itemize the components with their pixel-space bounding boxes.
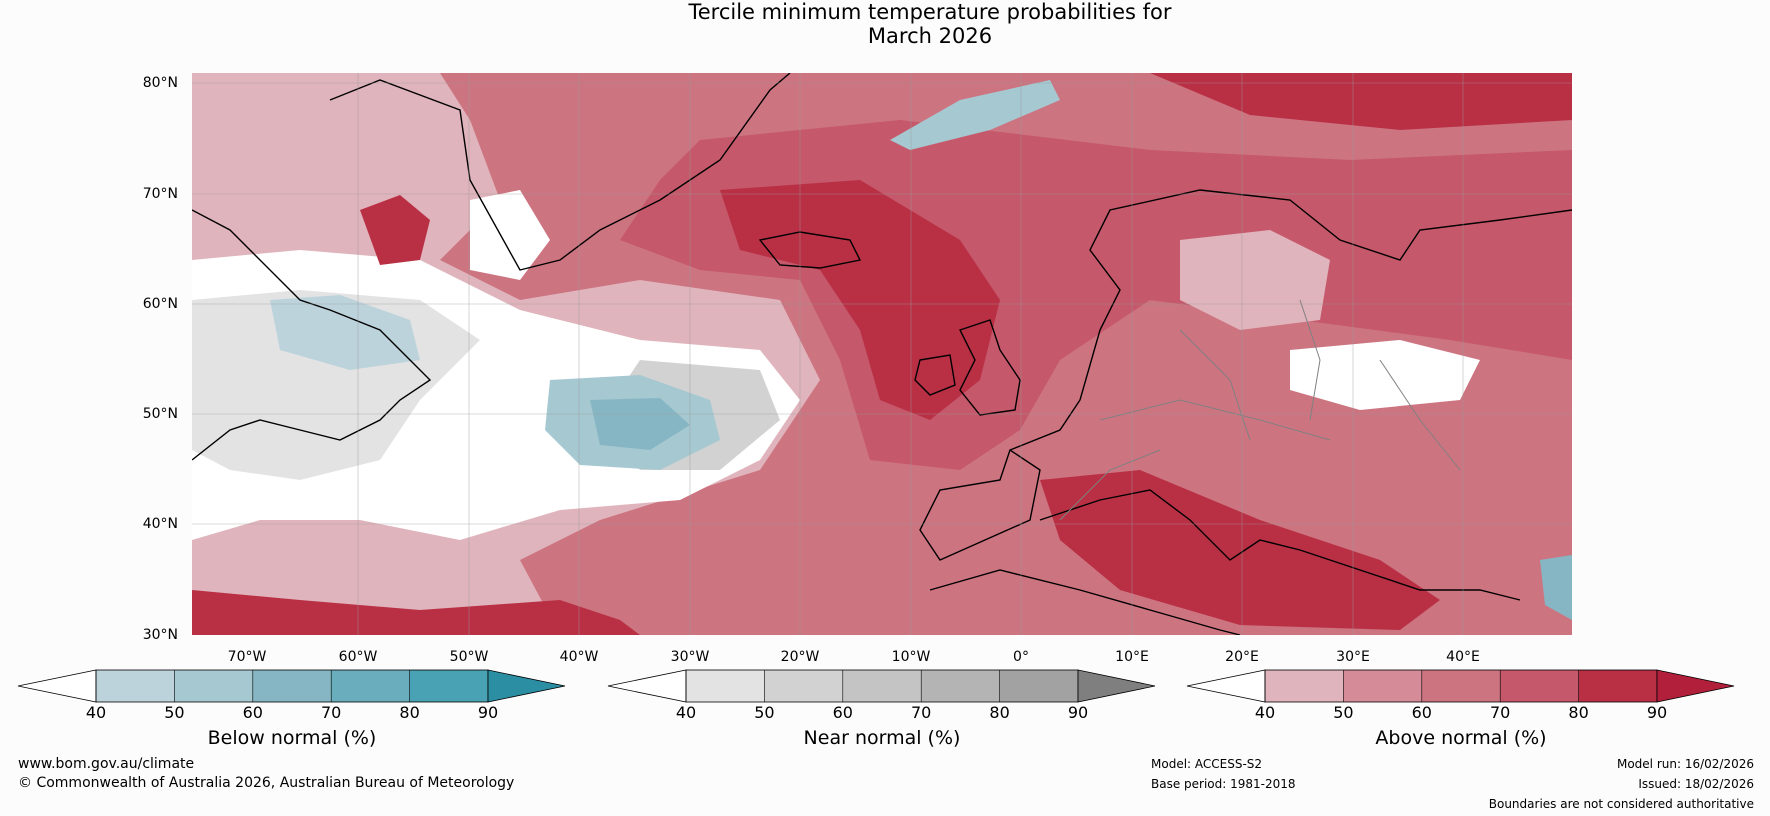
colorbar-tick-label: 70	[321, 703, 342, 722]
mediterranean-coast	[1039, 489, 1521, 601]
greenland-coast	[329, 73, 791, 271]
footer-issued: Issued: 18/02/2026	[1638, 777, 1754, 791]
colorbar-min-extension	[1186, 669, 1266, 703]
above-80-mediterranean	[1040, 470, 1440, 630]
colorbar-tick-label: 40	[675, 703, 697, 722]
colorbar-tick-label: 50	[1333, 703, 1354, 722]
colorbar-segment	[1343, 670, 1422, 702]
lat-label-40n: 40°N	[142, 516, 178, 532]
colorbar-segment	[842, 670, 922, 702]
eastern-europe-neutral	[1290, 340, 1480, 410]
lat-label-70n: 70°N	[142, 186, 178, 202]
colorbar-segment	[921, 670, 1000, 702]
middle-east-below	[1540, 555, 1572, 620]
below-normal-labrador	[270, 295, 420, 370]
above-80-arctic	[1150, 73, 1572, 130]
above-80-subtropical	[192, 590, 640, 635]
colorbar-segment	[409, 670, 488, 702]
colorbar-segment	[96, 670, 175, 702]
lon-label-40w: 40°W	[559, 649, 599, 665]
lon-label-70w: 70°W	[227, 649, 267, 665]
colorbar-tick-label: 80	[399, 703, 420, 722]
below-normal-greenland-sea	[890, 80, 1060, 150]
ireland-coast	[914, 354, 956, 396]
chart-title: Tercile minimum temperature probabilitie…	[0, 0, 1770, 48]
colorbar-tick-label: 60	[832, 703, 853, 722]
colorbar-segment	[1265, 670, 1344, 702]
colorbar-min-extension	[17, 669, 97, 703]
colorbar-min-extension	[607, 669, 687, 703]
colorbar-segment	[1578, 670, 1657, 702]
colorbar-above-normal	[1186, 669, 1735, 703]
colorbar-segment	[1421, 670, 1501, 702]
colorbar-segment	[999, 670, 1078, 702]
lon-label-30w: 30°W	[670, 649, 710, 665]
colorbar-tick-label: 90	[1646, 703, 1668, 722]
lon-label-20e: 20°E	[1225, 649, 1259, 665]
title-line-1: Tercile minimum temperature probabilitie…	[688, 0, 1172, 24]
below-normal-core	[590, 398, 690, 450]
colorbar-tick-label: 60	[242, 703, 263, 722]
uk-coast	[959, 319, 1021, 416]
footer-model: Model: ACCESS-S2	[1151, 757, 1263, 771]
scandinavia-light	[1180, 230, 1330, 330]
lon-label-20w: 20°W	[780, 649, 820, 665]
lon-label-60w: 60°W	[338, 649, 378, 665]
lon-label-10w: 10°W	[891, 649, 931, 665]
lon-label-30e: 30°E	[1336, 649, 1370, 665]
colorbar-tick-label: 70	[911, 703, 932, 722]
probability-map	[192, 73, 1572, 635]
country-borders	[1059, 299, 1461, 521]
colorbar-above-normal-label: Above normal (%)	[1375, 727, 1547, 749]
colorbar-below-normal-label: Below normal (%)	[207, 727, 377, 749]
colorbar-segment	[686, 670, 765, 702]
title-line-2: March 2026	[867, 24, 993, 48]
colorbar-tick-label: 50	[164, 703, 185, 722]
colorbar-segment	[174, 670, 253, 702]
colorbar-tick-label: 70	[1490, 703, 1511, 722]
africa-coast	[929, 569, 1241, 635]
colorbar-tick-label: 50	[754, 703, 775, 722]
footer-base-period: Base period: 1981-2018	[1151, 777, 1296, 791]
colorbar-tick-label: 90	[477, 703, 499, 722]
lat-label-80n: 80°N	[142, 75, 178, 91]
lat-label-60n: 60°N	[142, 296, 178, 312]
labrador-sea-red	[360, 195, 430, 265]
lat-label-30n: 30°N	[142, 627, 178, 643]
colorbar-segment	[764, 670, 843, 702]
above-80-region	[720, 180, 1000, 420]
lat-label-50n: 50°N	[142, 406, 178, 422]
colorbar-near-normal	[607, 669, 1156, 703]
colorbar-max-extension	[1656, 669, 1735, 703]
graticule	[192, 73, 1572, 635]
colorbar-tick-label: 80	[1568, 703, 1589, 722]
footer-website: www.bom.gov.au/climate	[18, 756, 195, 772]
footer-copyright: © Commonwealth of Australia 2026, Austra…	[18, 775, 515, 791]
colorbar-tick-label: 40	[1254, 703, 1276, 722]
lon-label-10e: 10°E	[1115, 649, 1149, 665]
colorbar-tick-label: 80	[989, 703, 1010, 722]
lon-label-50w: 50°W	[449, 649, 489, 665]
colorbar-max-extension	[487, 669, 566, 703]
colorbar-segment	[252, 670, 332, 702]
colorbar-below-normal	[17, 669, 566, 703]
colorbar-segment	[1500, 670, 1579, 702]
colorbar-segment	[331, 670, 410, 702]
footer-disclaimer: Boundaries are not considered authoritat…	[1488, 797, 1754, 811]
footer-model-run: Model run: 16/02/2026	[1616, 757, 1754, 771]
lon-label-0: 0°	[1013, 649, 1029, 665]
coastlines	[192, 73, 1572, 635]
colorbar-max-extension	[1077, 669, 1156, 703]
greenland-white	[470, 190, 550, 280]
north-america-coast	[192, 209, 432, 461]
colorbar-tick-label: 40	[85, 703, 107, 722]
lon-label-40e: 40°E	[1446, 649, 1480, 665]
colorbar-tick-label: 90	[1067, 703, 1089, 722]
colorbar-near-normal-label: Near normal (%)	[803, 727, 961, 749]
europe-coast	[919, 189, 1572, 561]
colorbar-tick-label: 60	[1411, 703, 1432, 722]
